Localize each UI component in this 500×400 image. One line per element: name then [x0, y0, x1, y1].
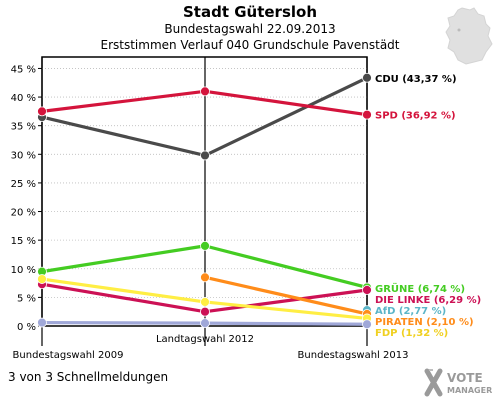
data-point [200, 240, 210, 251]
vote-x-icon [424, 368, 443, 397]
logo-manager: MANAGER [447, 386, 492, 395]
data-point [37, 317, 47, 328]
data-point [200, 86, 210, 97]
series-spd [37, 86, 372, 120]
y-tick-label: 25 % [11, 179, 36, 190]
y-tick-label: 15 % [11, 236, 36, 247]
data-point [362, 72, 372, 83]
data-point [200, 297, 210, 307]
y-tick-label: 0 % [17, 322, 36, 333]
series-end-label: AfD (2,77 %) [375, 306, 446, 317]
x-category-label: Bundestagswahl 2013 [298, 350, 409, 361]
series-end-label: DIE LINKE (6,29 %) [375, 295, 481, 306]
y-tick-label: 30 % [11, 150, 36, 161]
y-tick-label: 40 % [11, 93, 36, 104]
footer-note: 3 von 3 Schnellmeldungen [8, 370, 169, 384]
series-die-linke [37, 279, 372, 317]
y-tick-label: 45 % [11, 64, 36, 75]
y-tick-label: 10 % [11, 265, 36, 276]
chart-subtitle-2: Erststimmen Verlauf 040 Grundschule Pave… [100, 38, 400, 52]
x-category-label: Landtagswahl 2012 [156, 334, 254, 345]
data-point [362, 319, 372, 330]
y-tick-label: 20 % [11, 208, 36, 219]
series-end-label: PIRATEN (2,10 %) [375, 317, 474, 328]
series-end-label: GRÜNE (6,74 %) [375, 281, 465, 295]
chart-title: Stadt Gütersloh [182, 3, 317, 21]
data-point [200, 150, 210, 161]
series-fdp [37, 274, 372, 324]
data-point [200, 306, 210, 317]
data-point [200, 318, 210, 329]
germany-map-icon [445, 7, 493, 65]
series-end-label: SPD (36,92 %) [375, 111, 456, 122]
x-category-label: Bundestagswahl 2009 [13, 350, 124, 361]
y-tick-label: 5 % [17, 293, 36, 304]
y-tick-label: 35 % [11, 122, 36, 133]
series-line [204, 275, 368, 316]
data-point [362, 285, 372, 295]
series-end-label: CDU (43,37 %) [375, 74, 457, 85]
data-point [37, 106, 47, 117]
series-andere [37, 317, 372, 330]
series-end-label: FDP (1,32 %) [375, 328, 448, 339]
data-point [37, 274, 47, 284]
data-point [362, 109, 372, 120]
logo-vote: VOTE [447, 371, 483, 385]
data-point [200, 272, 210, 283]
chart-subtitle: Bundestagswahl 22.09.2013 [164, 22, 336, 36]
votemanager-logo: VOTE MANAGER [424, 368, 492, 397]
